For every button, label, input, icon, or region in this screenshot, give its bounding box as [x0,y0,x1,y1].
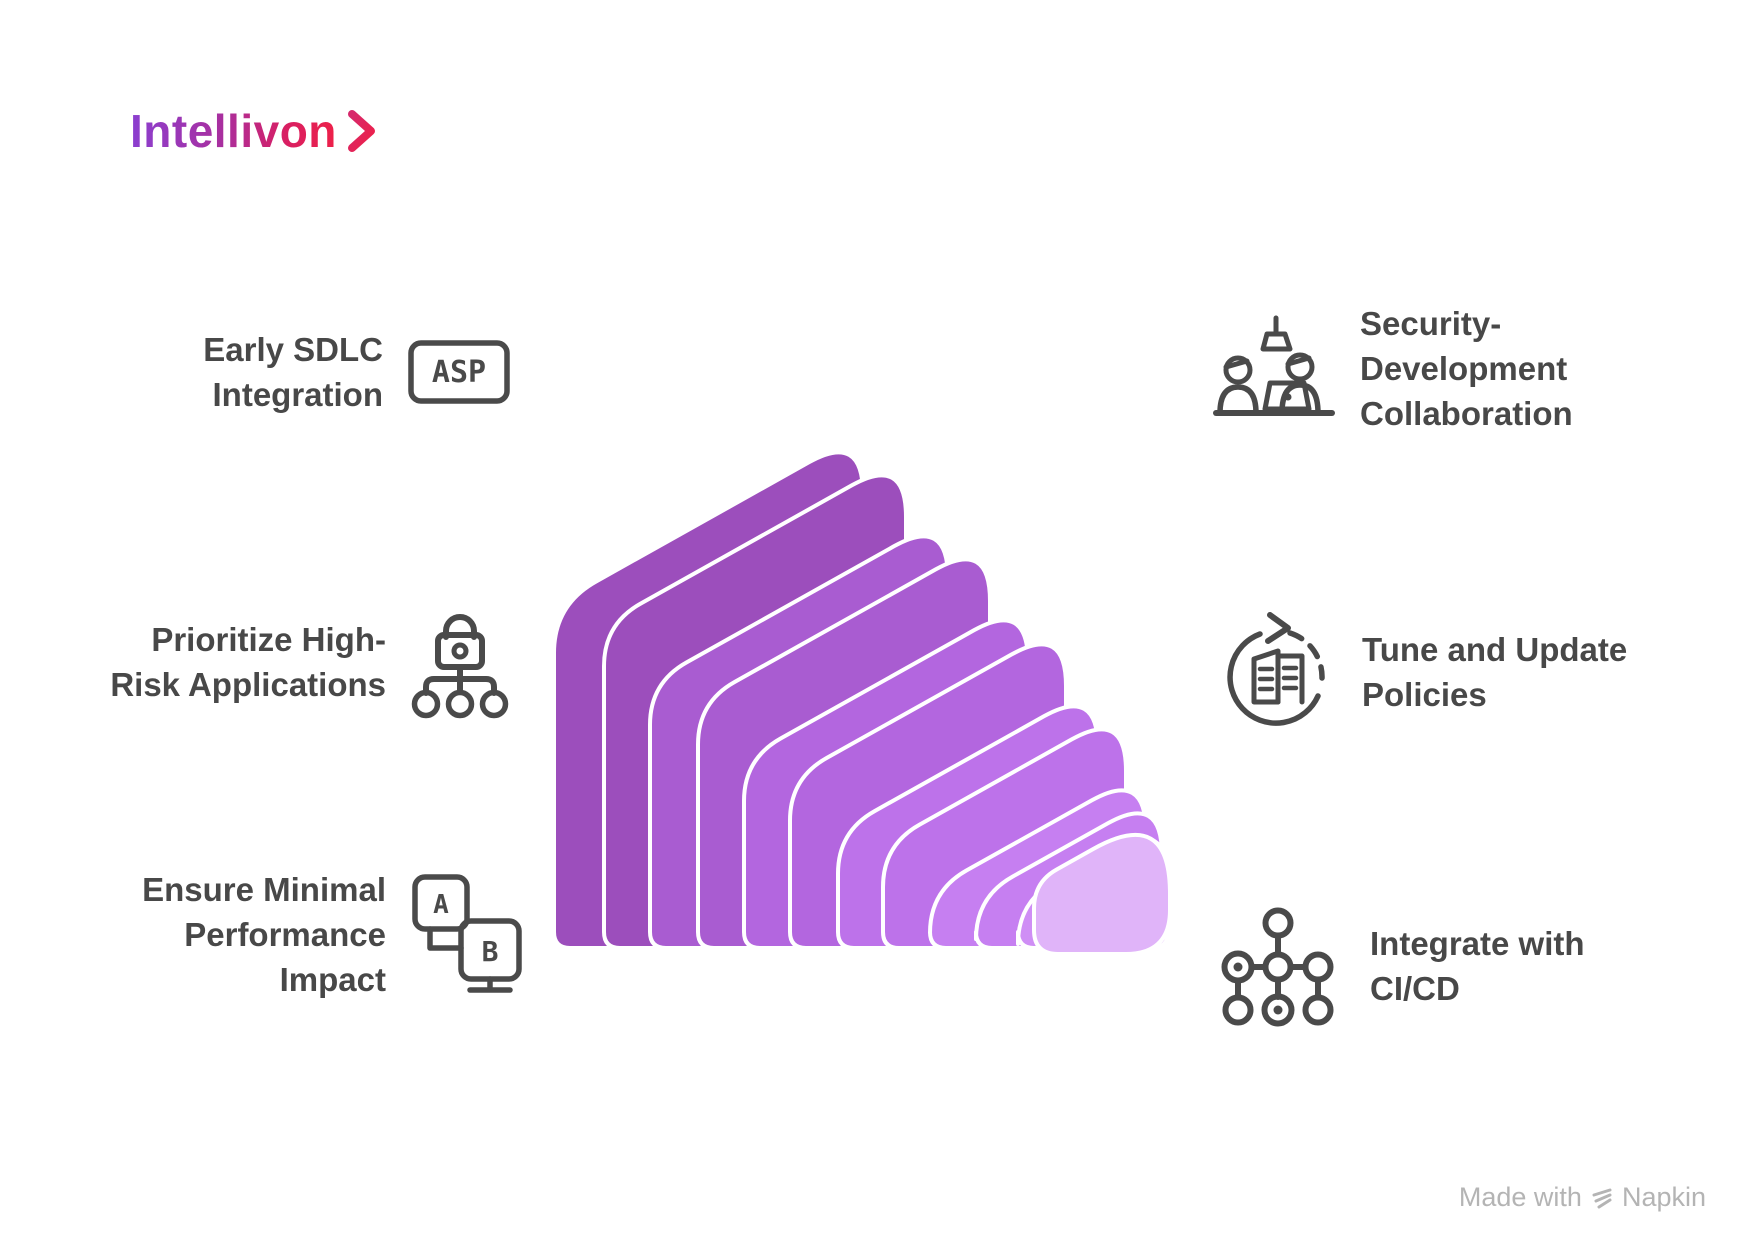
ab-test-b-label: B [482,935,499,968]
asp-badge-icon: ASP [407,339,511,405]
title-line: Risk Applications [110,666,386,703]
logo-chevron-icon [347,110,375,152]
title-line: Collaboration [1360,394,1573,432]
title-line: CI/CD [1370,970,1460,1007]
lock-hierarchy-icon [410,605,514,719]
title-line: Prioritize High- [151,621,386,658]
item-security-development-collaboration: Security- Development Collaboration [1212,300,1642,436]
made-with-napkin-credit: Made with Napkin [1459,1182,1706,1213]
item-title: Security- Development Collaboration [1360,301,1573,436]
item-early-sdlc-integration: Early SDLC Integration ASP [56,312,511,432]
ab-test-a-label: A [433,890,449,920]
title-line: Performance [184,915,386,953]
napkin-logo-icon [1592,1188,1612,1208]
title-line: Security- [1360,304,1502,342]
item-title: Prioritize High- Risk Applications [56,617,386,707]
item-title: Tune and Update Policies [1362,627,1627,717]
item-prioritize-high-risk: Prioritize High- Risk Applications [56,596,514,728]
logo-wordmark: Intellivon [130,105,337,157]
asp-badge-label: ASP [432,355,486,390]
item-title: Ensure Minimal Performance Impact [56,867,386,1002]
policy-refresh-icon [1220,612,1338,732]
title-line: Ensure Minimal [142,870,386,908]
dev-collaboration-icon [1212,315,1336,421]
title-line: Early SDLC [203,331,383,368]
title-line: Tune and Update [1362,631,1628,668]
title-line: Policies [1362,676,1487,713]
title-line: Impact [279,960,386,998]
item-minimal-performance-impact: Ensure Minimal Performance Impact A B [56,862,528,1006]
credit-brand: Napkin [1621,1182,1706,1212]
item-title: Integrate with CI/CD [1370,921,1585,1011]
title-line: Integration [212,376,384,413]
ab-test-icon: A B [410,872,528,996]
item-title: Early SDLC Integration [56,327,383,417]
pyramid-layer [1032,832,1172,956]
cicd-network-icon [1214,905,1346,1027]
title-line: Development [1360,349,1568,387]
intellivon-logo: Intellivon [130,104,379,158]
title-line: Integrate with [1370,925,1585,962]
item-integrate-cicd: Integrate with CI/CD [1214,900,1654,1032]
item-tune-update-policies: Tune and Update Policies [1220,608,1650,736]
credit-prefix: Made with [1458,1182,1582,1212]
